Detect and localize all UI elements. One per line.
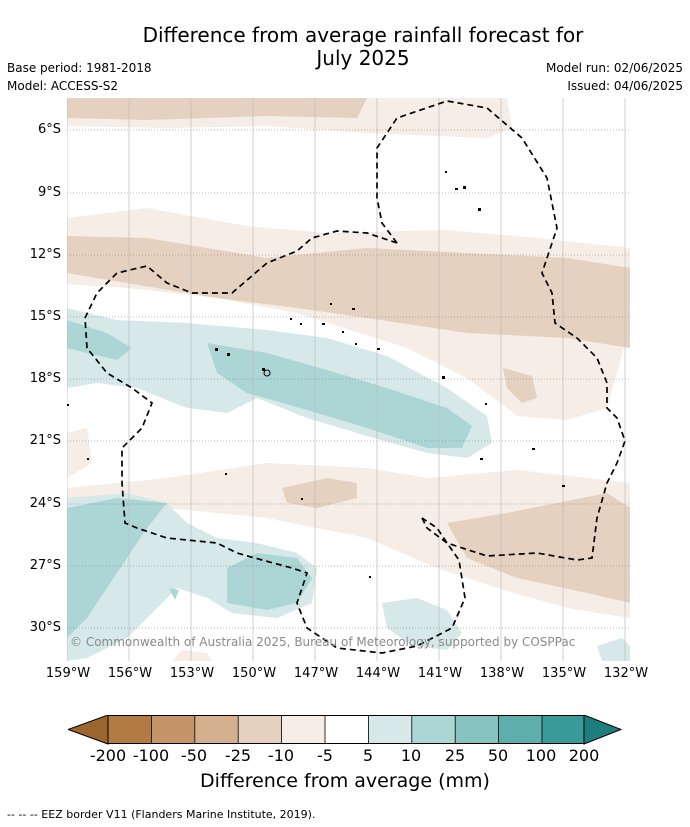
lon-label: 132°W (603, 666, 649, 681)
wet-region-south-west-mid (67, 498, 312, 638)
map-canvas (67, 98, 630, 661)
eez-border-north (376, 100, 626, 561)
colorbar-segment (281, 715, 325, 744)
lat-label: 9°S (37, 185, 61, 200)
eez-footnote: -- -- -- EEZ border V11 (Flanders Marine… (7, 808, 316, 821)
colorbar-tick: -10 (267, 746, 295, 765)
lon-label: 144°W (355, 666, 401, 681)
colorbar-dividers (151, 715, 543, 744)
forecast-map[interactable] (67, 98, 630, 661)
model-run-text: Model run: 02/06/2025 (545, 61, 683, 75)
eez-borders (84, 100, 626, 654)
lat-label: 15°S (29, 309, 61, 324)
lat-label: 12°S (29, 247, 61, 262)
colorbar-segment (498, 715, 542, 744)
lat-label: 18°S (29, 371, 61, 386)
islands (67, 171, 565, 578)
wet-band-mid (67, 320, 472, 448)
colorbar-tick: -25 (224, 746, 252, 765)
lon-label: 147°W (293, 666, 339, 681)
dry-band-south-mid (447, 493, 630, 603)
lat-label: 30°S (29, 620, 61, 635)
wet-anomaly-regions (67, 308, 630, 661)
colorbar-segment (411, 715, 456, 744)
lon-label: 150°W (231, 666, 277, 681)
lon-label: 141°W (417, 666, 463, 681)
meta-right: Model run: 02/06/2025 Issued: 04/06/2025 (546, 59, 683, 95)
colorbar-segment (238, 715, 282, 744)
dry-patch-west (67, 428, 92, 478)
colorbar-segment (325, 715, 369, 744)
lon-label: 156°W (107, 666, 153, 681)
colorbar (66, 714, 624, 749)
lon-label: 153°W (169, 666, 215, 681)
map-title-line2: July 2025 (316, 46, 410, 70)
graticule (67, 129, 630, 629)
colorbar-tick: 100 (525, 746, 557, 765)
dry-patch-bottom (172, 650, 212, 661)
colorbar-label: Difference from average (mm) (200, 770, 490, 792)
colorbar-segment (368, 715, 412, 744)
colorbar-tick: -5 (317, 746, 333, 765)
wet-region-bottom-right (597, 638, 630, 661)
colorbar-segment (194, 715, 239, 744)
colorbar-segment (151, 715, 195, 744)
colorbar-tick: 50 (487, 746, 509, 765)
lon-label: 135°W (541, 666, 587, 681)
colorbar-segment (66, 714, 109, 745)
colorbar-tick: -50 (180, 746, 208, 765)
dry-band-north-mid (67, 98, 367, 120)
base-period-text: Base period: 1981-2018 (7, 61, 152, 75)
colorbar-tick: 5 (362, 746, 374, 765)
map-title-line1: Difference from average rainfall forecas… (142, 23, 584, 47)
colorbar-segment (583, 714, 623, 745)
colorbar-tick: 200 (568, 746, 600, 765)
dry-anomaly-regions (67, 98, 630, 661)
map-title: Difference from average rainfall forecas… (0, 24, 690, 70)
dry-patch-south-center (282, 478, 357, 508)
colorbar-tick: -200 (89, 746, 127, 765)
colorbar-segment (455, 715, 499, 744)
lat-label: 6°S (37, 122, 61, 137)
lat-label: 24°S (29, 496, 61, 511)
copyright-text: © Commonwealth of Australia 2025, Bureau… (70, 635, 576, 649)
colorbar-outline (107, 715, 585, 744)
eez-border-west (84, 230, 466, 654)
lon-label: 159°W (45, 666, 91, 681)
colorbar-tick: 10 (400, 746, 422, 765)
colorbar-segment (542, 715, 584, 744)
colorbar-tick: 25 (444, 746, 466, 765)
model-text: Model: ACCESS-S2 (7, 79, 119, 93)
colorbar-svg (66, 714, 623, 745)
colorbar-segment (108, 715, 152, 744)
wet-region-bottom-center (382, 598, 462, 650)
issued-text: Issued: 04/06/2025 (567, 79, 683, 93)
dry-band-middle-mid (67, 236, 630, 348)
dry-patch-east (503, 368, 537, 403)
colorbar-tick: -100 (132, 746, 170, 765)
lat-label: 21°S (29, 433, 61, 448)
lat-label: 27°S (29, 558, 61, 573)
dry-band-south-light (67, 463, 630, 618)
meridians (67, 98, 626, 661)
meta-left: Base period: 1981-2018 Model: ACCESS-S2 (7, 59, 152, 95)
lon-label: 138°W (479, 666, 525, 681)
